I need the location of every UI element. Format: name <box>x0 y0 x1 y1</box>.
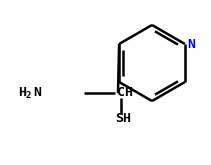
Text: H: H <box>18 86 26 99</box>
Text: CH: CH <box>117 86 133 99</box>
Text: N: N <box>187 37 195 50</box>
Text: SH: SH <box>115 112 131 125</box>
Text: N: N <box>33 86 41 99</box>
Text: 2: 2 <box>26 90 31 99</box>
